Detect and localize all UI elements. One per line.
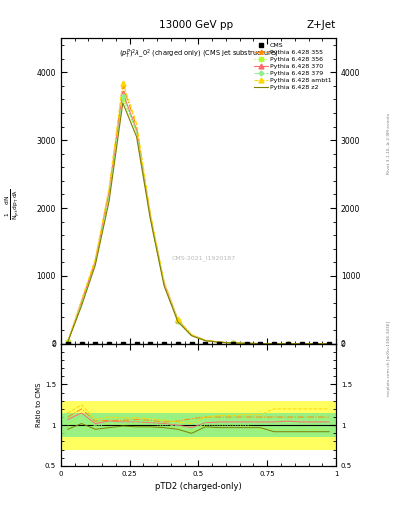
Text: Rivet 3.1.10, ≥ 2.9M events: Rivet 3.1.10, ≥ 2.9M events	[387, 113, 391, 174]
Text: $(p_T^P)^2\lambda\_0^2$ (charged only) (CMS jet substructure): $(p_T^P)^2\lambda\_0^2$ (charged only) (…	[119, 48, 278, 61]
Text: $\mathregular{\frac{1}{N_{jet}}\frac{dN}{dp_T\,d\lambda}}$: $\mathregular{\frac{1}{N_{jet}}\frac{dN}…	[4, 189, 22, 221]
Text: Z+Jet: Z+Jet	[307, 20, 336, 31]
Text: 13000 GeV pp: 13000 GeV pp	[160, 20, 233, 31]
X-axis label: pTD2 (charged-only): pTD2 (charged-only)	[155, 482, 242, 492]
Legend: CMS, Pythia 6.428 355, Pythia 6.428 356, Pythia 6.428 370, Pythia 6.428 379, Pyt: CMS, Pythia 6.428 355, Pythia 6.428 356,…	[253, 41, 333, 91]
Text: mcplots.cern.ch [arXiv:1306.3436]: mcplots.cern.ch [arXiv:1306.3436]	[387, 321, 391, 396]
Y-axis label: Ratio to CMS: Ratio to CMS	[36, 382, 42, 427]
Text: CMS-2021_I1920187: CMS-2021_I1920187	[172, 255, 236, 261]
